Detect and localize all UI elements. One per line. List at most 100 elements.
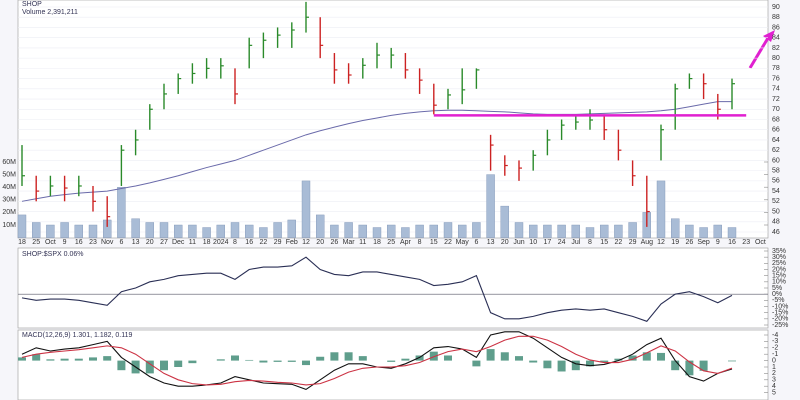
price-panel — [17, 0, 769, 239]
y-tick-label: 86 — [772, 24, 780, 31]
x-tick-label: Feb — [286, 239, 298, 246]
volume-bar — [216, 224, 226, 238]
histogram-bar — [600, 360, 609, 363]
y-tick-label: 0% — [772, 291, 782, 298]
volume-bar — [358, 224, 367, 238]
volume-bar — [571, 224, 580, 238]
x-tick-label: 18 — [18, 239, 26, 246]
histogram-bar — [699, 360, 708, 371]
volume-bar — [372, 227, 382, 238]
y-tick-label: -1 — [772, 351, 778, 358]
histogram-bar — [529, 360, 538, 363]
histogram-bar — [316, 356, 325, 361]
x-tick-label: 8 — [233, 239, 237, 246]
price-title: SHOP — [22, 1, 42, 8]
volume-bar — [614, 224, 623, 238]
x-tick-label: 6 — [119, 239, 123, 246]
x-tick-label: 8 — [588, 239, 592, 246]
histogram-bar — [330, 352, 339, 361]
histogram-bar — [245, 359, 254, 361]
y-tick-label: 58 — [772, 167, 780, 174]
x-tick-label: 16 — [75, 239, 83, 246]
x-tick-label: 22 — [260, 239, 268, 246]
y-tick-label: 15% — [772, 273, 786, 280]
histogram-bar — [46, 359, 55, 361]
x-tick-label: 16 — [245, 239, 253, 246]
histogram-bar — [500, 352, 509, 361]
ratio-line — [21, 256, 733, 322]
volume-bar — [60, 222, 69, 238]
x-tick-label: May — [456, 239, 470, 246]
volume-bar — [173, 224, 183, 238]
y-tick-label: 20M — [2, 209, 16, 216]
volume-bar — [685, 224, 694, 238]
y-tick-label: 56 — [772, 178, 780, 185]
x-tick-label: 15 — [600, 239, 608, 246]
volume-bar — [543, 224, 552, 238]
volume-bar — [529, 224, 538, 238]
volume-bar — [131, 218, 140, 238]
volume-bar — [387, 224, 396, 238]
y-tick-label: 25% — [772, 260, 786, 267]
volume-bar — [585, 227, 595, 238]
y-tick-label: 20% — [772, 266, 786, 273]
y-tick-label: 4 — [772, 383, 776, 390]
x-tick-label: 9 — [63, 239, 67, 246]
histogram-bar — [117, 360, 126, 371]
y-tick-label: 68 — [772, 116, 780, 123]
y-tick-label: 64 — [772, 137, 780, 144]
histogram-bar — [685, 360, 694, 376]
volume-bar — [486, 174, 495, 238]
histogram-bar — [103, 356, 112, 361]
volume-bar — [46, 224, 55, 238]
histogram-bar — [401, 358, 410, 361]
volume-bar — [17, 214, 27, 238]
histogram-bar — [358, 356, 367, 361]
volume-bar — [273, 222, 282, 238]
volume-bar — [301, 180, 311, 238]
histogram-bar — [259, 360, 268, 363]
volume-bar — [145, 222, 155, 238]
x-tick-label: 18 — [203, 239, 211, 246]
y-tick-label: 10M — [2, 222, 16, 229]
y-tick-label: 50M — [2, 171, 16, 178]
histogram-bar — [472, 360, 481, 367]
x-tick-label: 8 — [418, 239, 422, 246]
histogram-bar — [287, 360, 296, 362]
y-tick-label: 88 — [772, 14, 780, 21]
y-tick-label: 2 — [772, 370, 776, 377]
y-tick-label: 46 — [772, 229, 780, 236]
signal-line — [21, 335, 733, 386]
y-tick-label: -10% — [772, 303, 788, 310]
x-tick-label: Oct — [45, 239, 56, 246]
y-tick-label: 30M — [2, 197, 16, 204]
y-tick-label: 80 — [772, 55, 780, 62]
y-tick-label: 30% — [772, 254, 786, 261]
histogram-bar — [216, 359, 225, 361]
x-tick-label: 12 — [302, 239, 310, 246]
volume-bar — [656, 180, 666, 238]
histogram-bar — [515, 356, 523, 361]
x-tick-label: 18 — [373, 239, 381, 246]
macd-title: MACD(12,26,9) 1.301, 1.182, 0.119 — [22, 332, 132, 339]
histogram-bar — [614, 358, 623, 361]
y-tick-label: 5 — [772, 389, 776, 396]
volume-bar — [514, 222, 524, 238]
y-tick-label: -4 — [772, 332, 778, 339]
histogram-bar — [557, 360, 566, 372]
volume-bar — [74, 224, 84, 238]
volume-bar — [727, 227, 737, 238]
volume-bar — [600, 224, 609, 238]
histogram-bar — [344, 352, 353, 361]
y-tick-label: 40M — [2, 184, 16, 191]
x-tick-label: 12 — [657, 239, 665, 246]
volume-bar — [88, 224, 98, 238]
ratio-title: SHOP:$SPX 0.06% — [22, 251, 83, 258]
histogram-bar — [628, 355, 637, 361]
volume-bar — [32, 222, 41, 238]
x-tick-label: 27 — [160, 239, 168, 246]
histogram-bar — [174, 360, 183, 367]
histogram-bar — [18, 357, 26, 361]
y-tick-label: 60M — [2, 159, 16, 166]
